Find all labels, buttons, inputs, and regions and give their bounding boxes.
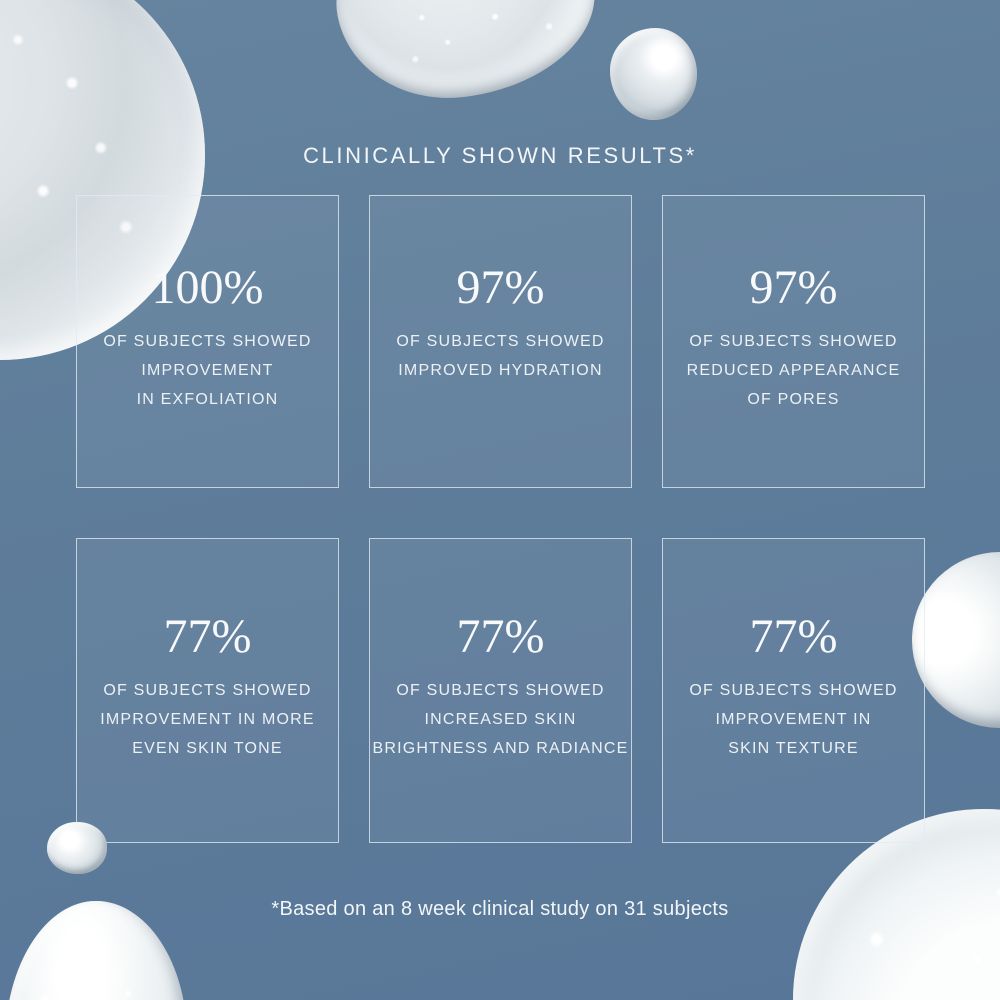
- stat-value: 77%: [163, 610, 252, 663]
- stat-card-hydration: 97% OF SUBJECTS SHOWED IMPROVED HYDRATIO…: [369, 195, 632, 488]
- stat-caption-line: IMPROVED HYDRATION: [398, 362, 603, 379]
- stat-caption-line: OF SUBJECTS SHOWED: [396, 682, 605, 699]
- stat-caption-line: OF SUBJECTS SHOWED: [689, 333, 898, 350]
- stat-caption: OF SUBJECTS SHOWED IMPROVED HYDRATION: [370, 327, 631, 385]
- stat-caption: OF SUBJECTS SHOWED IMPROVEMENT IN MORE E…: [77, 676, 338, 763]
- frosted-bubble-top-left-icon: [0, 0, 205, 360]
- stat-card-exfoliation: 100% OF SUBJECTS SHOWED IMPROVEMENT IN E…: [76, 195, 339, 488]
- stat-caption-line: IMPROVEMENT: [141, 362, 274, 379]
- stat-value: 97%: [456, 261, 545, 314]
- frosted-blob-top-center-icon: [326, 0, 606, 112]
- water-bubble-right-edge-icon: [912, 552, 1000, 728]
- stat-caption-line: OF SUBJECTS SHOWED: [396, 333, 605, 350]
- stat-value: 97%: [749, 261, 838, 314]
- stat-caption: OF SUBJECTS SHOWED INCREASED SKIN BRIGHT…: [370, 676, 631, 763]
- stat-caption-line: IMPROVEMENT IN MORE: [100, 711, 315, 728]
- stat-card-pores: 97% OF SUBJECTS SHOWED REDUCED APPEARANC…: [662, 195, 925, 488]
- stat-caption-line: IN EXFOLIATION: [136, 391, 279, 408]
- stat-caption-line: OF SUBJECTS SHOWED: [689, 682, 898, 699]
- page-title: CLINICALLY SHOWN RESULTS*: [303, 143, 697, 168]
- stat-caption-line: INCREASED SKIN: [424, 711, 577, 728]
- stat-caption-line: OF PORES: [747, 391, 840, 408]
- stat-caption-line: BRIGHTNESS AND RADIANCE: [372, 740, 629, 757]
- stat-caption-line: REDUCED APPEARANCE: [686, 362, 901, 379]
- stat-card-texture: 77% OF SUBJECTS SHOWED IMPROVEMENT IN SK…: [662, 538, 925, 843]
- stat-caption: OF SUBJECTS SHOWED IMPROVEMENT IN SKIN T…: [663, 676, 924, 763]
- water-droplet-bottom-left-icon: [47, 822, 107, 874]
- stat-caption-line: IMPROVEMENT IN: [715, 711, 872, 728]
- stat-caption: OF SUBJECTS SHOWED IMPROVEMENT IN EXFOLI…: [77, 327, 338, 414]
- study-footnote: *Based on an 8 week clinical study on 31…: [271, 898, 729, 920]
- stat-caption-line: OF SUBJECTS SHOWED: [103, 333, 312, 350]
- stat-caption-line: EVEN SKIN TONE: [132, 740, 283, 757]
- water-droplet-top-right-icon: [610, 28, 697, 120]
- stats-grid: 100% OF SUBJECTS SHOWED IMPROVEMENT IN E…: [76, 195, 925, 843]
- stat-caption-line: SKIN TEXTURE: [728, 740, 859, 757]
- frosted-bubble-bottom-left-icon: [5, 901, 187, 1000]
- stat-value: 100%: [151, 261, 264, 314]
- stat-card-skin-tone: 77% OF SUBJECTS SHOWED IMPROVEMENT IN MO…: [76, 538, 339, 843]
- stat-value: 77%: [749, 610, 838, 663]
- stat-caption: OF SUBJECTS SHOWED REDUCED APPEARANCE OF…: [663, 327, 924, 414]
- stat-value: 77%: [456, 610, 545, 663]
- stat-card-brightness: 77% OF SUBJECTS SHOWED INCREASED SKIN BR…: [369, 538, 632, 843]
- stat-caption-line: OF SUBJECTS SHOWED: [103, 682, 312, 699]
